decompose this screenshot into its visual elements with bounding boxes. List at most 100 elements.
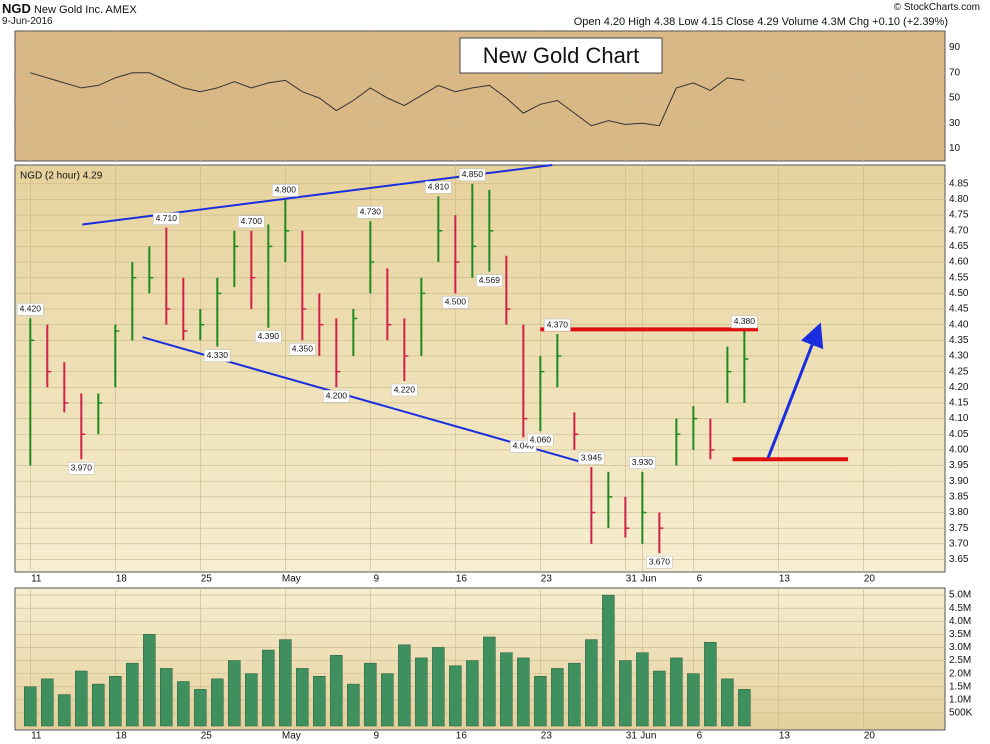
annotation-label: 4.420 [20, 304, 42, 314]
quote: Open 4.20 High 4.38 Low 4.15 Close 4.29 … [573, 16, 948, 28]
volume-bar [177, 681, 190, 727]
volume-bar [24, 686, 37, 727]
annotation-label: 4.370 [547, 319, 569, 329]
y-tick-label: 3.65 [949, 554, 969, 565]
y-tick-label: 4.60 [949, 257, 969, 268]
annotation-box [391, 383, 418, 397]
annotation-label: 4.350 [292, 344, 314, 354]
volume-bar [245, 673, 258, 727]
x-tick-label: 6 [697, 574, 703, 585]
y-tick-label: 4.85 [949, 178, 969, 189]
y-tick-label: 3.80 [949, 507, 969, 518]
annotation-label: 4.040 [513, 441, 535, 451]
annotation-label: 4.200 [326, 391, 348, 401]
y-tick-label: 4.75 [949, 210, 969, 221]
x-tick-label: 9 [374, 731, 380, 742]
y-tick-label: 4.40 [949, 319, 969, 330]
y-tick-label: 4.35 [949, 335, 969, 346]
x-tick-label: 16 [456, 731, 468, 742]
x-tick-label: 11 [31, 731, 42, 742]
annotation-box [323, 390, 350, 403]
annotation-label: 4.390 [258, 331, 280, 341]
x-tick-label: 18 [116, 574, 128, 585]
y-tick-label: 3.90 [949, 476, 969, 487]
y-tick-label: 4.15 [949, 398, 969, 409]
volume-bar [75, 670, 88, 727]
y-tick-label: 4.25 [949, 366, 969, 377]
volume-bar [449, 665, 462, 727]
volume-bar [704, 641, 717, 727]
volume-bar [58, 694, 71, 727]
x-tick-label: Jun [640, 731, 656, 742]
volume-bar [313, 675, 326, 727]
volume-bar [398, 644, 411, 727]
y-tick-label: 4.20 [949, 382, 969, 393]
y-tick-label: 4.05 [949, 429, 969, 440]
volume-bar [228, 660, 241, 727]
annotation-label: 3.970 [71, 463, 93, 473]
volume-bar [296, 668, 309, 727]
x-tick-label: 11 [31, 574, 42, 585]
y-tick-label: 3.75 [949, 523, 969, 534]
y-tick-label: 2.5M [949, 655, 971, 666]
volume-bar [483, 636, 496, 727]
annotation-label: 4.060 [530, 434, 552, 444]
y-tick-label: 1.0M [949, 694, 971, 705]
title-box [459, 37, 663, 74]
annotation-box [17, 303, 44, 316]
y-tick-label: 2.0M [949, 668, 971, 679]
volume-bar [432, 647, 445, 727]
annotation-box [153, 212, 180, 225]
volume-bar [721, 678, 734, 727]
annotation-box [646, 555, 673, 569]
volume-bar [534, 675, 547, 727]
y-tick-label: 1.5M [949, 681, 971, 692]
y-tick-label: 4.50 [949, 288, 969, 299]
company: New Gold Inc. AMEX [33, 4, 137, 16]
y-tick-label: 4.10 [949, 413, 969, 424]
volume-bar [670, 657, 683, 727]
x-tick-label: 16 [456, 574, 468, 585]
volume-bar [653, 670, 666, 727]
y-tick-label: 4.65 [949, 241, 969, 252]
annotation-box [357, 206, 384, 219]
annotation-label: 4.220 [394, 384, 416, 394]
volume-bar [636, 652, 649, 727]
volume-bar [194, 689, 207, 727]
x-tick-label: Jun [640, 574, 656, 585]
volume-bar [347, 683, 360, 727]
volume-bar [568, 662, 581, 727]
x-tick-label: 13 [779, 731, 791, 742]
y-tick-label: 5.0M [949, 590, 971, 601]
rsi-line [30, 72, 745, 127]
symbol: NGD [2, 1, 31, 16]
y-tick-label: 70 [949, 67, 961, 78]
annotation-label: 4.330 [207, 350, 229, 360]
header-symbol-line: NGD New Gold Inc. AMEX [2, 1, 137, 16]
annotation-label: 3.945 [581, 452, 603, 462]
arrow [766, 322, 824, 459]
price-panel [14, 164, 946, 573]
annotation-label: 4.730 [360, 207, 382, 217]
credit: © StockCharts.com [893, 2, 980, 13]
annotation-box [289, 343, 316, 356]
annotation-label: 4.569 [479, 275, 501, 285]
annotation-box [731, 315, 758, 329]
volume-bar [160, 668, 173, 727]
y-tick-label: 3.0M [949, 642, 971, 653]
x-tick-label: 6 [697, 731, 703, 742]
y-tick-label: 4.30 [949, 351, 969, 362]
annotation-box [68, 462, 95, 475]
y-tick-label: 30 [949, 118, 961, 129]
annotation-box [255, 330, 282, 344]
volume-bar [262, 649, 275, 727]
annotation-box [629, 456, 656, 470]
x-tick-label: 23 [541, 574, 553, 585]
annotation-box [425, 181, 452, 194]
annotation-box [527, 433, 554, 447]
y-tick-label: 3.70 [949, 538, 969, 549]
annotation-box [544, 318, 571, 332]
volume-bar [466, 660, 479, 727]
